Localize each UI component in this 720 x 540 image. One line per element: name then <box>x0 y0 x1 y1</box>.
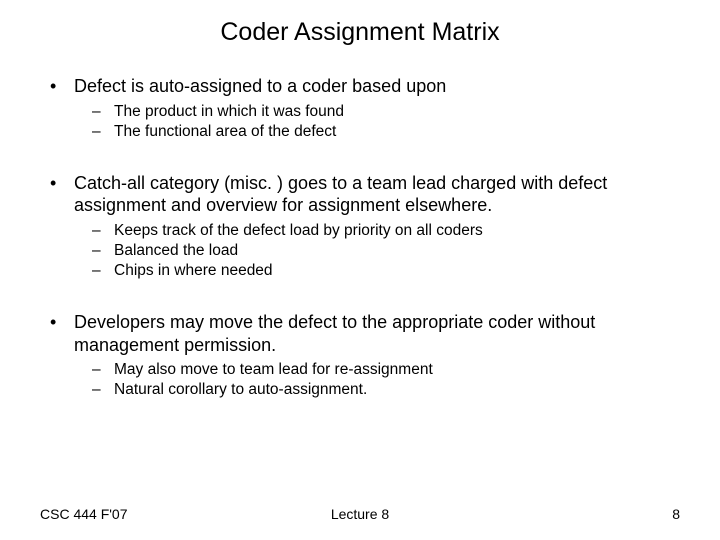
bullet-text: Chips in where needed <box>114 261 680 281</box>
bullet-level2: – Chips in where needed <box>46 261 680 281</box>
bullet-level2: – Keeps track of the defect load by prio… <box>46 221 680 241</box>
footer-left: CSC 444 F'07 <box>40 506 128 522</box>
slide-content: • Defect is auto-assigned to a coder bas… <box>40 75 680 400</box>
bullet-text: The functional area of the defect <box>114 122 680 142</box>
bullet-level2: – Natural corollary to auto-assignment. <box>46 380 680 400</box>
bullet-text: Natural corollary to auto-assignment. <box>114 380 680 400</box>
slide: Coder Assignment Matrix • Defect is auto… <box>0 0 720 540</box>
bullet-dash-icon: – <box>92 221 114 241</box>
bullet-dash-icon: – <box>92 122 114 142</box>
bullet-text: Developers may move the defect to the ap… <box>74 311 680 356</box>
bullet-dash-icon: – <box>92 360 114 380</box>
bullet-text: Balanced the load <box>114 241 680 261</box>
bullet-level1: • Catch-all category (misc. ) goes to a … <box>46 172 680 217</box>
bullet-level1: • Defect is auto-assigned to a coder bas… <box>46 75 680 98</box>
bullet-level2: – The product in which it was found <box>46 102 680 122</box>
bullet-dot-icon: • <box>46 75 74 98</box>
bullet-level1: • Developers may move the defect to the … <box>46 311 680 356</box>
bullet-dot-icon: • <box>46 172 74 217</box>
footer-center: Lecture 8 <box>331 506 389 522</box>
bullet-text: Catch-all category (misc. ) goes to a te… <box>74 172 680 217</box>
slide-title: Coder Assignment Matrix <box>40 18 680 47</box>
bullet-dot-icon: • <box>46 311 74 356</box>
bullet-dash-icon: – <box>92 241 114 261</box>
bullet-dash-icon: – <box>92 102 114 122</box>
slide-footer: CSC 444 F'07 Lecture 8 8 <box>0 506 720 522</box>
bullet-text: Defect is auto-assigned to a coder based… <box>74 75 680 98</box>
bullet-dash-icon: – <box>92 261 114 281</box>
bullet-dash-icon: – <box>92 380 114 400</box>
footer-page-number: 8 <box>672 506 680 522</box>
bullet-level2: – May also move to team lead for re-assi… <box>46 360 680 380</box>
bullet-level2: – The functional area of the defect <box>46 122 680 142</box>
bullet-text: The product in which it was found <box>114 102 680 122</box>
bullet-level2: – Balanced the load <box>46 241 680 261</box>
bullet-text: Keeps track of the defect load by priori… <box>114 221 680 241</box>
bullet-text: May also move to team lead for re-assign… <box>114 360 680 380</box>
